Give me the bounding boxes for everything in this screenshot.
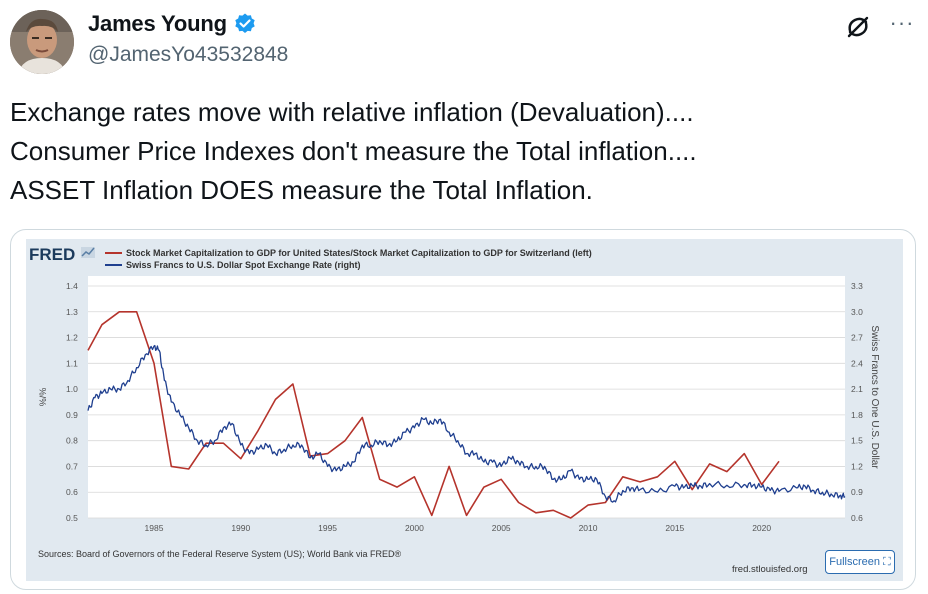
right-axis-label: Swiss Francs to One U.S. Dollar (869, 325, 880, 469)
right-tick-label: 0.9 (851, 487, 863, 497)
left-tick-label: 1.2 (66, 333, 78, 343)
legend-label: Stock Market Capitalization to GDP for U… (126, 248, 592, 258)
left-tick-label: 0.9 (66, 410, 78, 420)
x-tick-label: 2020 (752, 523, 771, 533)
x-tick-label: 2010 (579, 523, 598, 533)
right-tick-label: 1.8 (851, 410, 863, 420)
sources-text: Sources: Board of Governors of the Feder… (38, 549, 401, 559)
fred-logo: FRED (29, 245, 75, 264)
left-tick-label: 0.5 (66, 513, 78, 523)
right-tick-label: 3.3 (851, 281, 863, 291)
series-line-chf-usd (87, 344, 846, 503)
left-tick-label: 0.8 (66, 436, 78, 446)
tweet-line: Consumer Price Indexes don't measure the… (10, 136, 697, 166)
series-line-market-cap-ratio (87, 311, 780, 519)
fred-graph: FRED Stock Market Capitalization to GDP … (26, 239, 903, 581)
left-tick-label: 1.4 (66, 281, 78, 291)
legend-label: Swiss Francs to U.S. Dollar Spot Exchang… (126, 260, 361, 270)
avatar[interactable] (10, 10, 74, 74)
verified-badge-icon[interactable] (233, 12, 257, 36)
author-name[interactable]: James Young (88, 11, 227, 36)
left-tick-label: 0.7 (66, 461, 78, 471)
plot-area (88, 276, 845, 518)
author-handle[interactable]: @JamesYo43532848 (88, 43, 289, 66)
x-tick-label: 1995 (318, 523, 337, 533)
fullscreen-icon: ⛶ (883, 556, 891, 568)
fullscreen-label: Fullscreen (829, 556, 880, 568)
grok-icon[interactable] (841, 10, 875, 44)
left-tick-label: 1.1 (66, 358, 78, 368)
right-tick-label: 0.6 (851, 513, 863, 523)
tweet-line: Exchange rates move with relative inflat… (10, 97, 694, 127)
left-tick-label: 1.3 (66, 307, 78, 317)
media-card[interactable]: FRED Stock Market Capitalization to GDP … (10, 229, 916, 590)
right-tick-label: 3.0 (851, 307, 863, 317)
right-tick-label: 2.4 (851, 358, 863, 368)
right-tick-label: 1.5 (851, 436, 863, 446)
fullscreen-button[interactable]: Fullscreen ⛶ (825, 550, 895, 574)
x-tick-label: 2015 (665, 523, 684, 533)
x-tick-label: 2005 (492, 523, 511, 533)
x-tick-label: 1990 (231, 523, 250, 533)
right-tick-label: 2.7 (851, 333, 863, 343)
fred-logo-icon (81, 247, 95, 258)
tweet-text: Exchange rates move with relative inflat… (10, 93, 697, 210)
right-tick-label: 2.1 (851, 384, 863, 394)
x-tick-label: 1985 (145, 523, 164, 533)
right-tick-label: 1.2 (851, 461, 863, 471)
left-tick-label: 1.0 (66, 384, 78, 394)
left-tick-label: 0.6 (66, 487, 78, 497)
chart-canvas: FRED Stock Market Capitalization to GDP … (29, 245, 880, 575)
author-name-row[interactable]: James Young (88, 11, 257, 37)
left-axis-label: %/% (38, 388, 48, 407)
tweet-line: ASSET Inflation DOES measure the Total I… (10, 175, 593, 205)
more-horizontal-icon[interactable]: ··· (889, 10, 915, 35)
x-tick-label: 2000 (405, 523, 424, 533)
fred-site-link[interactable]: fred.stlouisfed.org (732, 564, 808, 575)
